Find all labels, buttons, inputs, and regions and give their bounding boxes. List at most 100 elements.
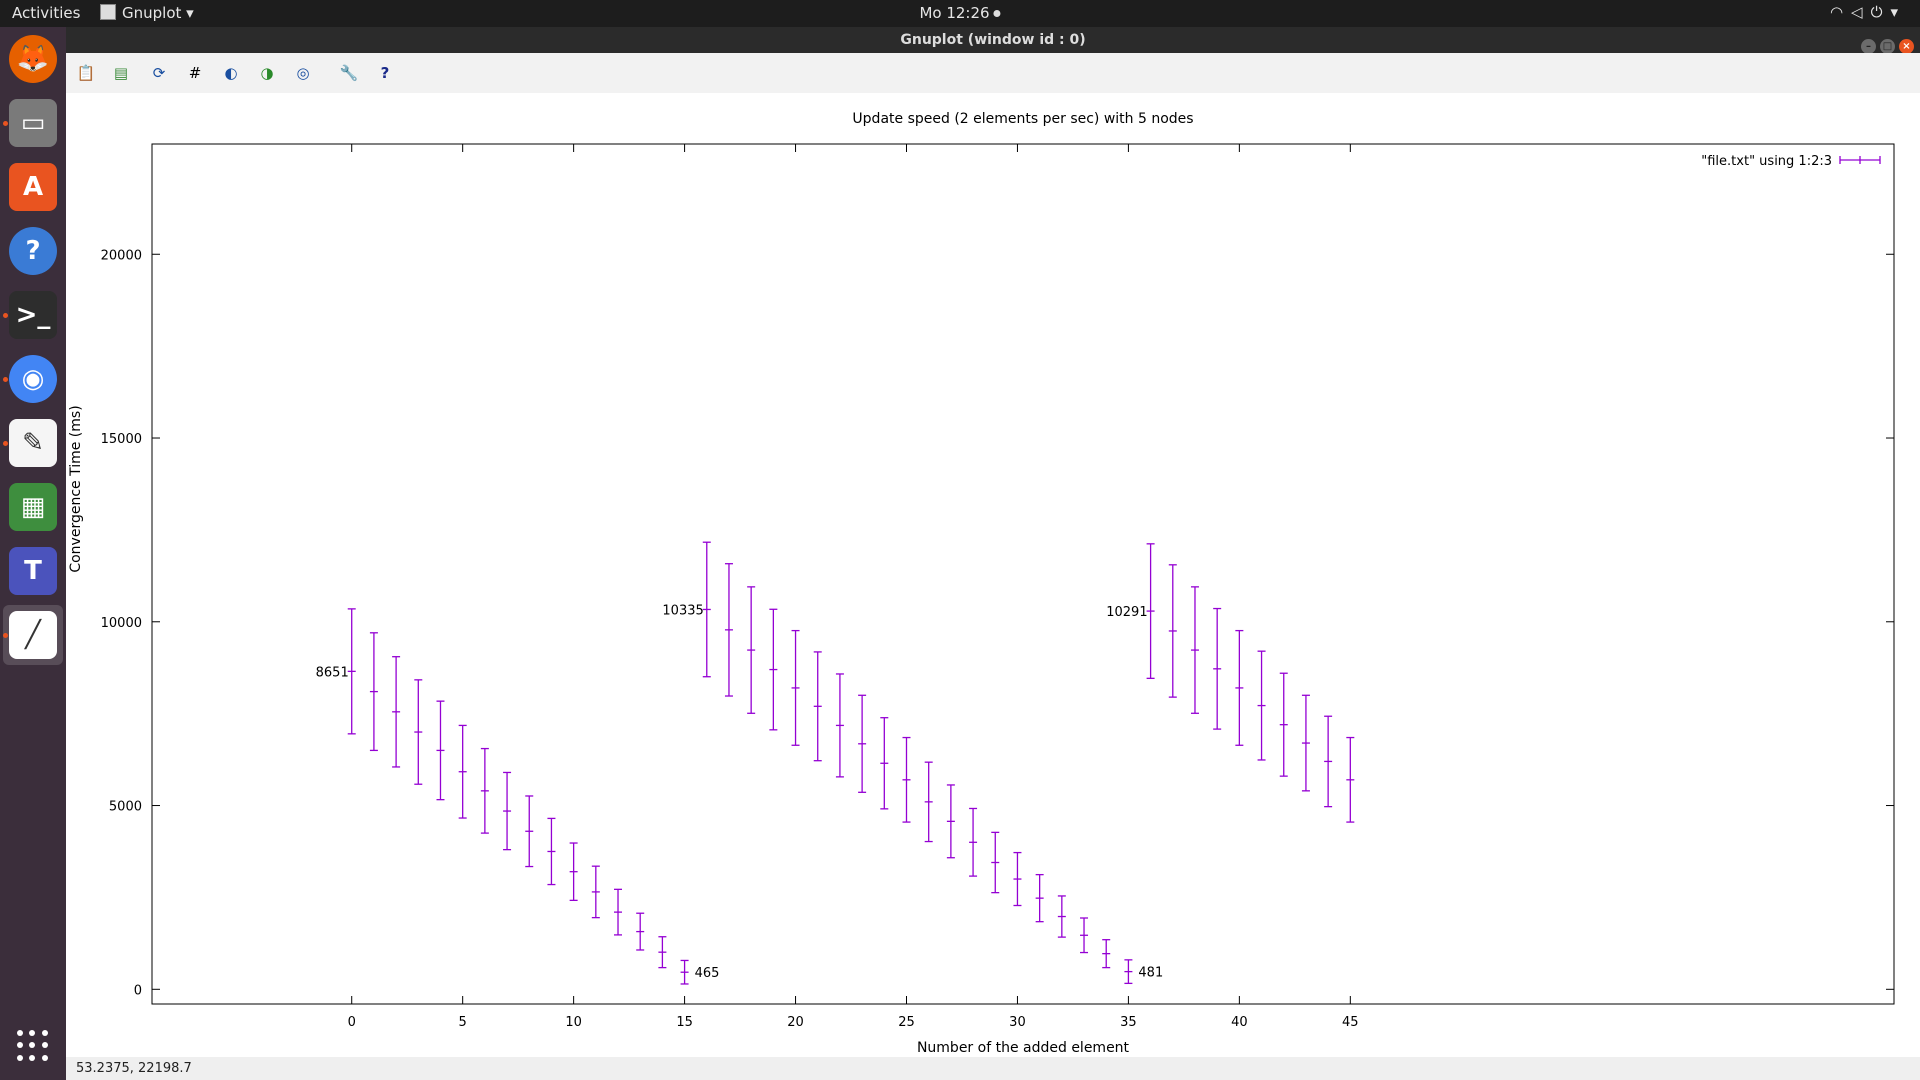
power-icon: ⏻ (1870, 3, 1891, 21)
errorbar-point (1213, 607, 1222, 730)
teams-icon[interactable]: T (9, 547, 57, 595)
errorbar-point (569, 842, 578, 902)
errorbar-point (1102, 939, 1111, 969)
terminal-icon[interactable]: >_ (9, 291, 57, 339)
errorbar-point (946, 784, 955, 859)
dock: 🦊 ▭ A? >_ ◉ ✎ ▦ T ╱ (0, 27, 66, 1080)
zoom-next-icon[interactable]: ◑ (260, 64, 274, 82)
y-tick-label: 0 (134, 983, 142, 998)
errorbar-point (1301, 694, 1310, 792)
running-indicator-icon (3, 313, 8, 318)
errorbar-point (1279, 672, 1288, 777)
clock[interactable]: Mo 12:26 (919, 4, 1001, 22)
minimize-icon[interactable]: – (1861, 39, 1876, 54)
y-tick-label: 5000 (109, 800, 142, 815)
maximize-icon[interactable]: □ (1880, 39, 1895, 54)
errorbar-point (1324, 715, 1333, 808)
y-axis-label: Convergence Time (ms) (68, 405, 84, 572)
app-menu-label: Gnuplot (122, 4, 182, 22)
x-tick-label: 15 (676, 1015, 693, 1030)
x-tick-label: 5 (459, 1015, 467, 1030)
autoscale-icon[interactable]: ◎ (296, 64, 310, 82)
x-tick-label: 20 (787, 1015, 804, 1030)
replot-icon[interactable]: ⟳ (152, 64, 166, 82)
gnuplot-app-icon (100, 4, 116, 20)
plot-border (151, 143, 1895, 1005)
y-tick-label: 15000 (101, 432, 142, 447)
files-icon[interactable]: ▭ (9, 99, 57, 147)
chart-title: Update speed (2 elements per sec) with 5… (852, 111, 1193, 127)
plot-area[interactable]: Update speed (2 elements per sec) with 5… (66, 93, 1920, 1057)
errorbar-point (813, 651, 822, 762)
errorbar-point (1013, 851, 1022, 907)
firefox-icon[interactable]: 🦊 (9, 35, 57, 83)
errorbar-point (1257, 650, 1266, 761)
grid-icon[interactable]: # (188, 64, 202, 82)
status-bar: 53.2375, 22198.7 (66, 1057, 1920, 1080)
errorbar-point (1035, 873, 1044, 923)
errorbar-point (680, 959, 689, 985)
running-indicator-icon (3, 377, 8, 382)
chrome-icon[interactable]: ◉ (9, 355, 57, 403)
errorbar-point (1124, 959, 1133, 985)
errorbar-point (347, 608, 356, 735)
errorbar-point (924, 761, 933, 843)
errorbar-point (791, 629, 800, 746)
data-label: 465 (695, 966, 720, 981)
volume-muted-icon: ◁ (1851, 3, 1871, 21)
text-editor-icon[interactable]: ✎ (9, 419, 57, 467)
errorbar-point (858, 694, 867, 793)
errorbar-point (1146, 543, 1155, 679)
system-tray[interactable]: ◠◁⏻▾ (1830, 3, 1906, 21)
x-tick-label: 40 (1231, 1015, 1248, 1030)
settings-icon[interactable]: 🔧 (339, 64, 359, 82)
running-indicator-icon (3, 121, 8, 126)
running-indicator-icon (3, 633, 8, 638)
x-tick-label: 10 (565, 1015, 582, 1030)
gnumeric-icon[interactable]: ▦ (9, 483, 57, 531)
top-bar: Activities Gnuplot ▾ Mo 12:26 ◠◁⏻▾ (0, 0, 1920, 27)
errorbar-point (880, 717, 889, 810)
errorbar-point (1190, 586, 1199, 714)
window-title: Gnuplot (window id : 0) (900, 32, 1086, 48)
close-icon[interactable]: × (1899, 39, 1914, 54)
x-tick-label: 0 (348, 1015, 356, 1030)
errorbar-point (614, 888, 623, 936)
mouse-coordinates: 53.2375, 22198.7 (76, 1061, 192, 1076)
zoom-previous-icon[interactable]: ◐ (224, 64, 238, 82)
app-menu[interactable]: Gnuplot ▾ (100, 4, 194, 22)
errorbar-point (769, 608, 778, 731)
errorbar-point (1080, 917, 1089, 954)
errorbar-point (503, 771, 512, 851)
help-icon[interactable]: ? (9, 227, 57, 275)
clock-label: Mo 12:26 (919, 4, 990, 22)
window-titlebar[interactable]: Gnuplot (window id : 0) – □ × (66, 27, 1920, 54)
errorbar-point (369, 632, 378, 752)
errorbar-point (392, 656, 401, 768)
x-tick-label: 35 (1120, 1015, 1137, 1030)
export-icon[interactable]: ▤ (113, 64, 129, 82)
activities-button[interactable]: Activities (12, 4, 81, 22)
notification-dot-icon (993, 10, 1001, 17)
errorbar-point (525, 795, 534, 868)
x-axis-label: Number of the added element (917, 1040, 1130, 1056)
copy-icon[interactable]: 📋 (76, 64, 96, 82)
chevron-down-icon: ▾ (1890, 3, 1906, 21)
help-icon[interactable]: ? (380, 64, 390, 82)
errorbar-chart: Update speed (2 elements per sec) with 5… (68, 111, 1895, 1056)
show-applications-icon[interactable] (17, 1030, 49, 1062)
chevron-down-icon: ▾ (186, 4, 194, 22)
data-label: 10291 (1106, 605, 1147, 620)
wifi-icon: ◠ (1829, 3, 1852, 21)
x-tick-label: 25 (898, 1015, 915, 1030)
y-tick-label: 10000 (101, 616, 142, 631)
errorbar-point (969, 807, 978, 877)
errorbar-point (658, 936, 667, 969)
errorbar-point (902, 736, 911, 823)
errorbar-point (458, 724, 467, 819)
toolbar: 📋 ▤ ⟳ # ◐ ◑ ◎ 🔧 ? (66, 53, 1920, 94)
errorbar-point (636, 912, 645, 951)
gnuplot-icon[interactable]: ╱ (9, 611, 57, 659)
software-center-icon[interactable]: A (9, 163, 57, 211)
errorbar-point (1235, 629, 1244, 746)
